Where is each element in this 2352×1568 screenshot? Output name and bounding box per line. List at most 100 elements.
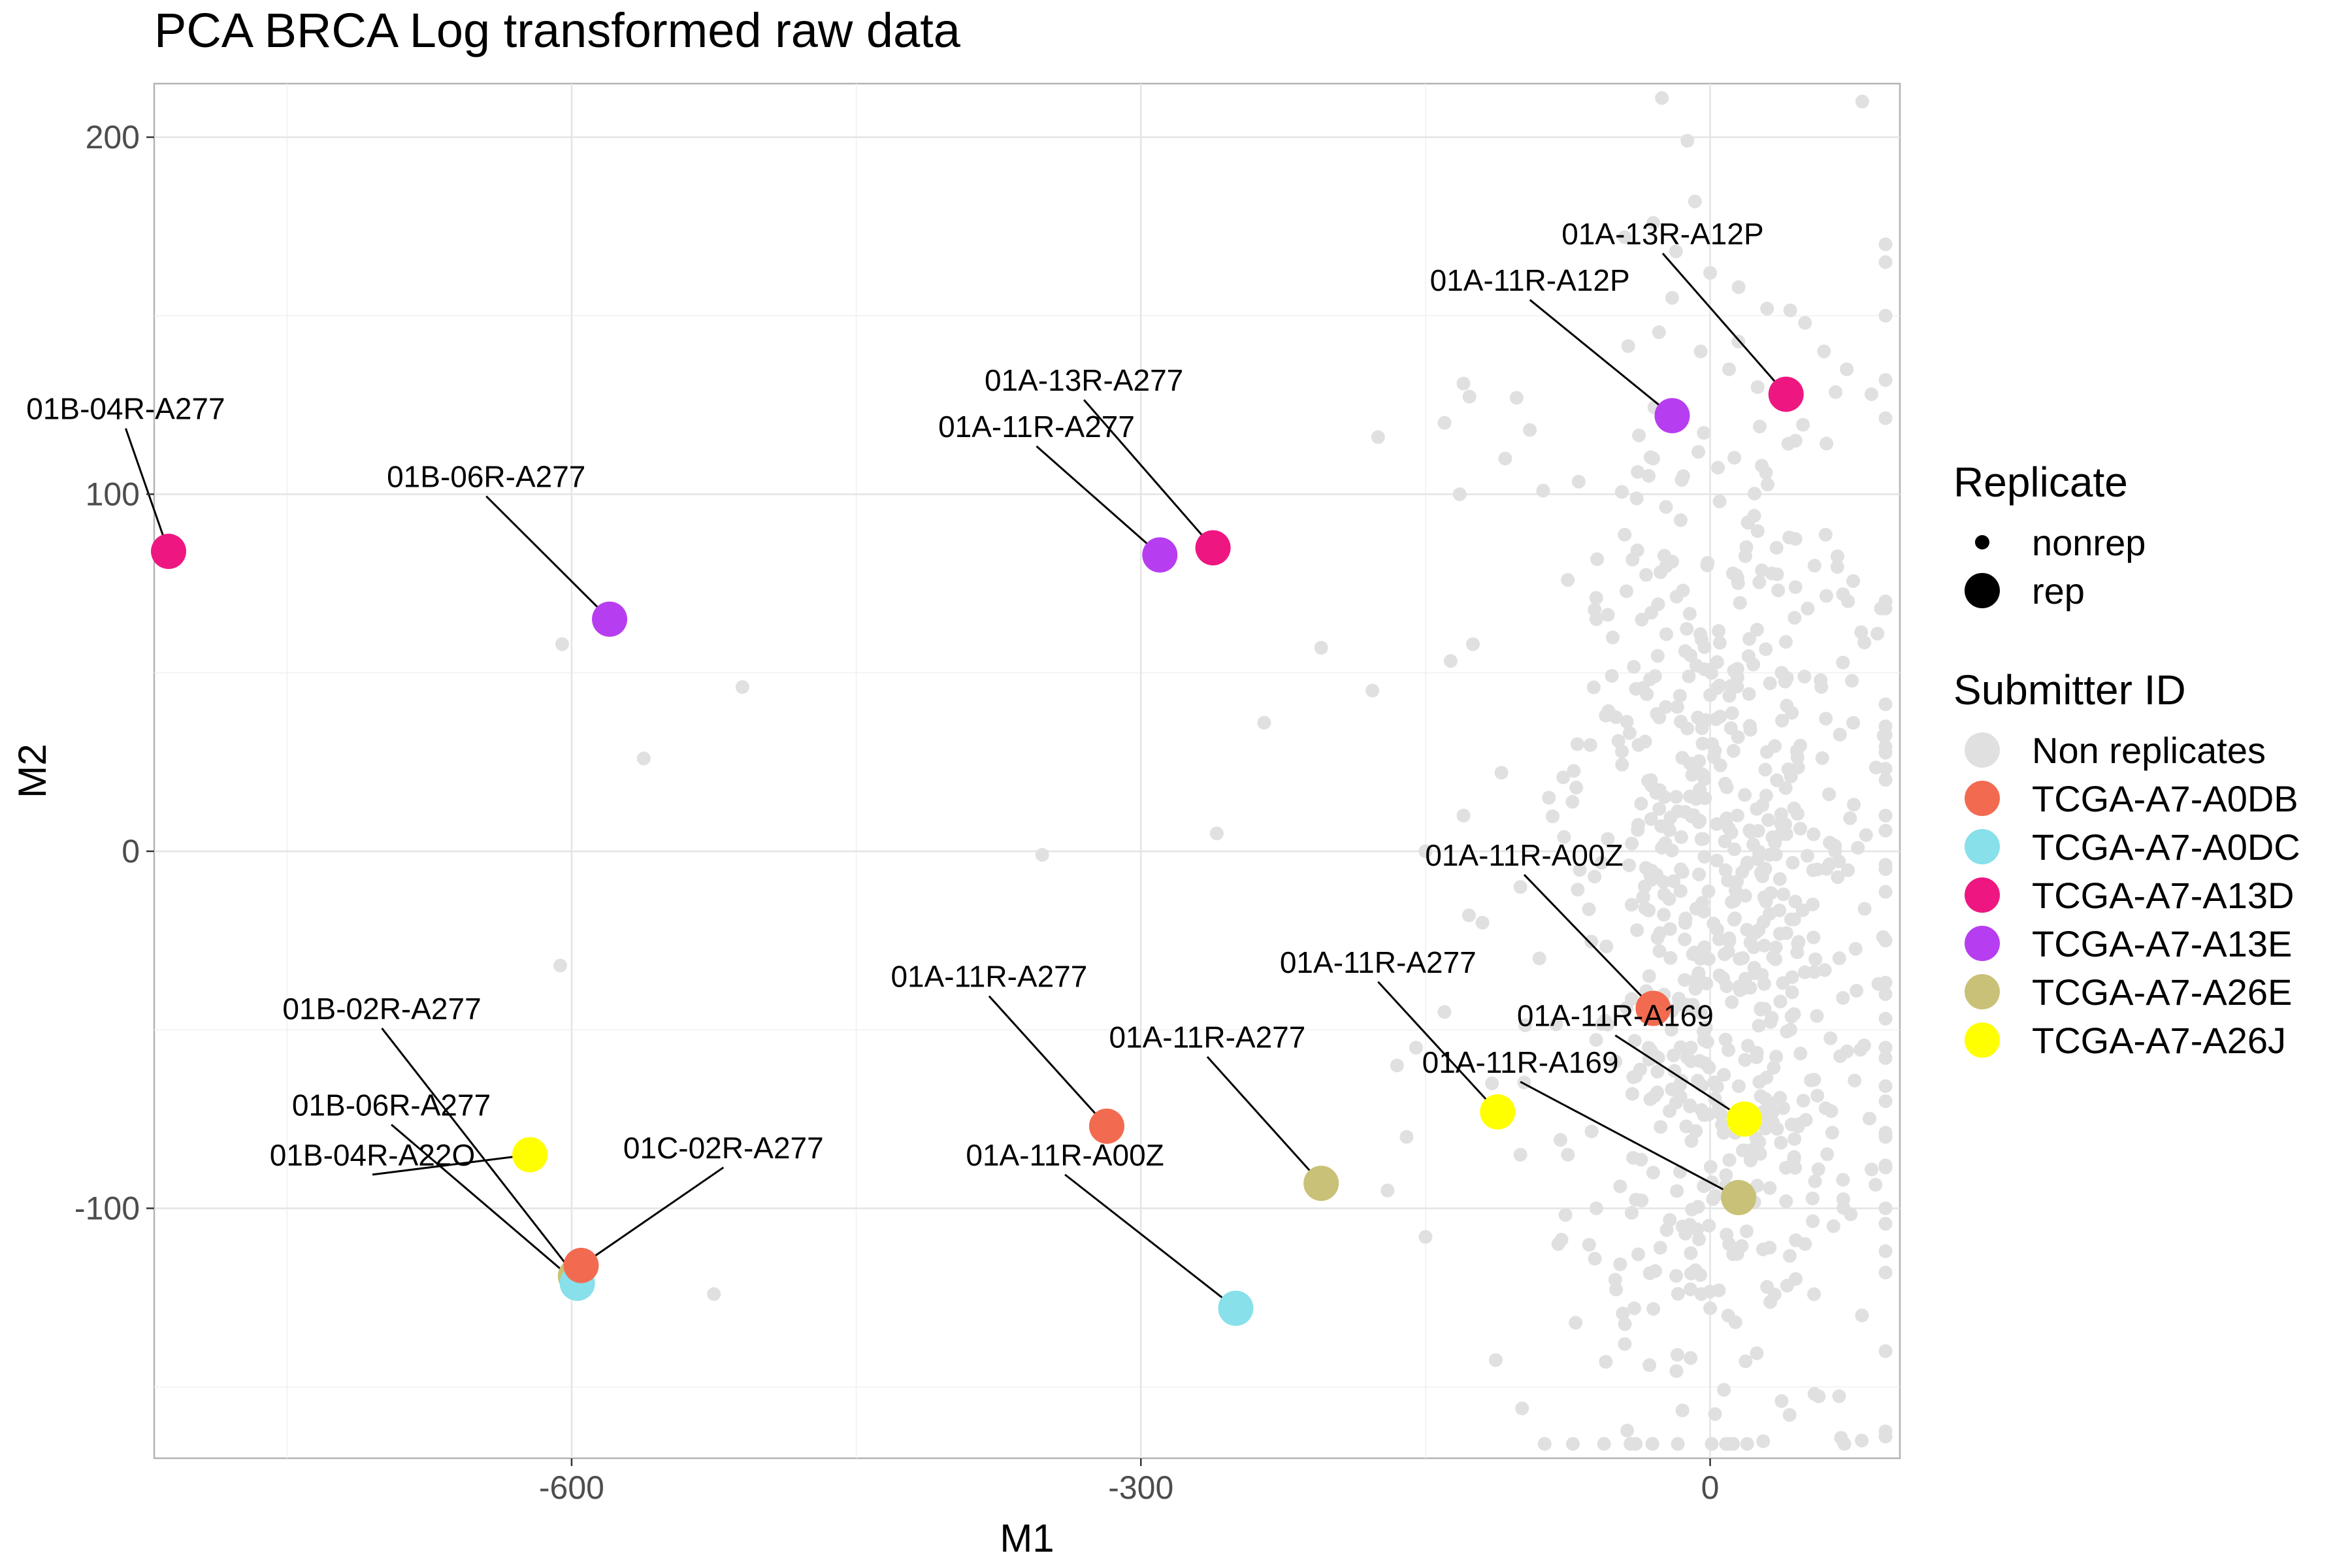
nonrep-point — [1675, 1219, 1690, 1233]
nonrep-point — [1789, 1272, 1803, 1286]
nonrep-point — [1669, 1096, 1683, 1110]
nonrep-point — [1684, 1282, 1698, 1296]
nonrep-point — [1703, 1160, 1718, 1174]
label-leader-line — [372, 1153, 531, 1176]
replicate-point — [1088, 1108, 1124, 1144]
axis-ticks: -600 -300 0 -100 0 100 200 — [74, 119, 1720, 1506]
nonrep-point — [1833, 1049, 1848, 1064]
nonrep-point — [1857, 1038, 1871, 1053]
nonrep-point — [1665, 291, 1679, 305]
nonrep-point — [1675, 1403, 1690, 1418]
nonrep-point — [1782, 1408, 1797, 1422]
legend-item-label: TCGA-A7-A26J — [2032, 1020, 2286, 1061]
nonrep-point — [1817, 344, 1831, 359]
nonrep-point — [1701, 555, 1715, 570]
nonrep-point — [1609, 1054, 1623, 1069]
nonrep-point — [1625, 1086, 1639, 1101]
nonrep-point — [1695, 632, 1709, 647]
chart-title: PCA BRCA Log transformed raw data — [154, 3, 961, 57]
replicate-point — [1768, 376, 1804, 412]
nonrep-point — [1823, 836, 1837, 850]
nonrep-point — [1558, 1208, 1573, 1222]
nonrep-point — [1549, 1017, 1563, 1032]
nonrep-point — [1630, 543, 1644, 557]
nonrep-point — [1865, 1162, 1879, 1177]
nonrep-point — [1763, 1015, 1778, 1029]
nonrep-point — [1832, 951, 1846, 966]
nonrep-point — [1554, 1232, 1569, 1247]
nonrep-point — [1739, 1224, 1754, 1239]
label-leader-line — [1064, 1173, 1237, 1309]
nonrep-point — [1730, 662, 1744, 676]
nonrep-point — [1663, 922, 1677, 936]
nonrep-point — [1627, 1301, 1641, 1315]
nonrep-point — [1710, 817, 1724, 831]
nonrep-point — [1800, 849, 1814, 863]
nonrep-point — [1845, 674, 1859, 688]
nonrep-point — [1825, 1126, 1839, 1140]
nonrep-point — [1806, 1214, 1820, 1228]
nonrep-point — [1584, 934, 1599, 949]
legend-color-key — [1965, 781, 2000, 816]
nonrep-point — [1680, 721, 1695, 736]
nonrep-point — [1662, 823, 1676, 838]
nonrep-point — [1673, 1040, 1688, 1054]
nonrep-point — [1733, 596, 1747, 610]
nonrep-point — [1475, 915, 1490, 930]
nonrep-point — [1599, 1354, 1613, 1369]
nonrep-point — [1819, 589, 1833, 603]
nonrep-point — [735, 680, 749, 694]
nonrep-point — [553, 958, 568, 973]
nonrep-point — [1774, 666, 1789, 680]
nonrep-point — [1720, 780, 1734, 794]
nonrep-point — [1652, 325, 1666, 340]
nonrep-point — [1857, 902, 1872, 916]
nonrep-point — [1708, 1407, 1722, 1421]
nonrep-point — [1684, 648, 1698, 662]
nonrep-point — [1752, 1146, 1767, 1160]
nonrep-point — [1605, 630, 1620, 645]
nonrep-point — [1399, 1130, 1414, 1144]
nonrep-point — [1743, 825, 1757, 839]
nonrep-point — [1823, 1031, 1838, 1045]
nonrep-point — [1509, 391, 1524, 405]
nonrep-point — [1749, 1050, 1763, 1064]
legend-title-replicate: Replicate — [1953, 459, 2128, 506]
nonrep-point — [1730, 570, 1744, 585]
nonrep-point — [1642, 468, 1656, 483]
nonrep-point — [1878, 594, 1893, 608]
nonrep-point — [1840, 362, 1854, 376]
nonrep-point — [1683, 789, 1697, 804]
nonrep-point — [1878, 1344, 1893, 1358]
replicate-points — [151, 376, 1804, 1326]
nonrep-point — [1702, 1218, 1716, 1233]
nonrep-point — [1570, 737, 1584, 751]
nonrep-point — [1565, 1437, 1580, 1451]
nonrep-point — [1663, 951, 1678, 965]
label-leader-line — [1083, 399, 1214, 549]
nonrep-point — [1814, 679, 1829, 694]
nonrep-point — [1754, 1089, 1768, 1103]
nonrep-point — [1774, 1394, 1789, 1408]
nonrep-point — [1790, 750, 1805, 764]
replicate-point — [1635, 990, 1671, 1026]
nonrep-point — [1869, 1177, 1883, 1192]
nonrep-point — [1878, 773, 1893, 787]
nonrep-point — [1532, 951, 1546, 966]
nonrep-point — [1795, 903, 1810, 917]
nonrep-point — [1831, 870, 1845, 885]
nonrep-point — [1597, 1437, 1611, 1451]
replicate-label: 01B-06R-A277 — [292, 1088, 491, 1122]
replicate-label: 01A-11R-A277 — [938, 410, 1135, 444]
label-leader-line — [1520, 1081, 1739, 1199]
nonrep-point — [1855, 94, 1869, 108]
nonrep-point — [1773, 994, 1788, 1009]
nonrep-point — [1805, 1191, 1820, 1205]
nonrep-point — [1763, 1181, 1777, 1195]
nonrep-point — [1659, 559, 1673, 574]
nonrep-point — [1788, 580, 1803, 595]
label-leader-lines — [125, 252, 1787, 1309]
y-tick-label: 100 — [86, 476, 140, 512]
nonrep-point — [1601, 704, 1616, 718]
nonrep-point — [1684, 1351, 1698, 1365]
